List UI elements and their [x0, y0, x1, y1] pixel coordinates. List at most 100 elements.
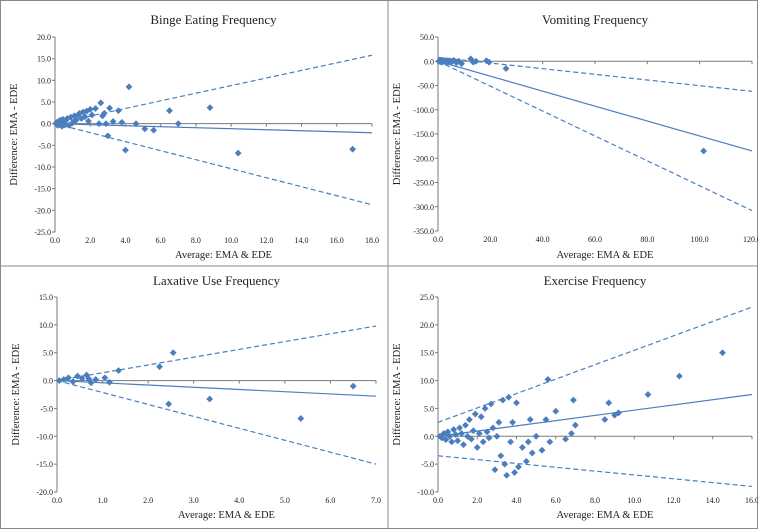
x-tick-label: 12.0 — [259, 236, 273, 245]
data-point — [605, 399, 613, 407]
y-tick-label: -15.0 — [34, 185, 51, 194]
data-point — [132, 120, 140, 128]
data-point — [69, 378, 77, 386]
data-point — [465, 416, 473, 424]
data-point — [538, 446, 546, 454]
data-point — [491, 466, 499, 474]
x-tick-label: 80.0 — [640, 235, 654, 244]
data-point — [169, 349, 177, 357]
data-point — [513, 399, 520, 407]
data-point — [150, 126, 158, 134]
data-point — [644, 391, 652, 398]
upper-limit-line — [57, 325, 377, 382]
y-tick-label: 5.0 — [43, 349, 53, 358]
y-tick-label: 5.0 — [424, 404, 434, 413]
data-point — [104, 132, 112, 140]
data-point — [87, 379, 95, 387]
data-point — [72, 116, 80, 124]
x-tick-label: 0.0 — [52, 496, 62, 505]
data-point — [507, 438, 515, 446]
data-point — [511, 469, 519, 476]
y-axis-title: Difference: EMA - EDE — [392, 343, 403, 445]
x-tick-label: 0.0 — [433, 496, 443, 505]
x-tick-label: 10.0 — [224, 236, 238, 245]
x-tick-label: 20.0 — [483, 235, 497, 244]
y-tick-label: -50.0 — [417, 82, 434, 91]
data-point — [487, 400, 495, 408]
chart-title: Binge Eating Frequency — [150, 12, 277, 27]
x-tick-label: 4.0 — [120, 236, 130, 245]
x-tick-label: 4.0 — [234, 496, 244, 505]
x-tick-label: 14.0 — [706, 496, 720, 505]
chart-title: Vomiting Frequency — [542, 12, 649, 27]
data-point — [105, 378, 113, 386]
data-point — [452, 431, 460, 439]
lower-limit-line — [438, 455, 753, 488]
data-point — [156, 363, 164, 371]
data-point — [477, 413, 485, 421]
data-point — [473, 443, 481, 451]
data-point — [495, 418, 503, 426]
x-tick-label: 16.0 — [330, 236, 344, 245]
y-tick-label: -200.0 — [413, 154, 434, 163]
data-point — [501, 460, 509, 468]
data-point — [349, 145, 357, 153]
data-point — [522, 457, 530, 465]
data-point — [514, 463, 522, 471]
y-tick-label: 20.0 — [37, 33, 51, 42]
data-point — [349, 382, 357, 390]
data-point — [95, 120, 103, 128]
data-point — [92, 105, 99, 112]
data-point — [101, 374, 109, 382]
x-tick-label: 1.0 — [98, 496, 108, 505]
y-tick-label: -25.0 — [34, 228, 51, 237]
lines-group — [438, 306, 753, 488]
y-tick-label: -20.0 — [34, 206, 51, 215]
data-point — [524, 438, 532, 446]
data-point — [471, 410, 479, 418]
data-point — [700, 147, 708, 155]
x-axis-title: Average: EMA & EDE — [557, 510, 654, 521]
data-point — [458, 430, 466, 437]
data-point — [97, 99, 105, 107]
x-tick-label: 40.0 — [536, 235, 550, 244]
chart-title: Laxative Use Frequency — [153, 273, 281, 288]
y-tick-label: 15.0 — [420, 349, 434, 358]
x-tick-label: 6.0 — [551, 496, 561, 505]
y-tick-label: 5.0 — [41, 98, 51, 107]
y-axis-title: Difference: EMA - EDE — [9, 83, 20, 185]
x-tick-label: 120.0 — [743, 235, 758, 244]
data-point — [493, 432, 501, 440]
data-point — [81, 113, 89, 121]
y-tick-label: 10.0 — [420, 377, 434, 386]
data-point — [497, 452, 505, 460]
chart-laxative-use: Laxative Use Frequency 15.0 10.0 5.0 0.0 -5.0… — [11, 273, 381, 521]
data-point — [100, 109, 108, 117]
data-point — [74, 372, 81, 380]
y-tick-label: 0.0 — [41, 120, 51, 129]
x-tick-label: 14.0 — [295, 236, 309, 245]
data-point — [461, 421, 469, 429]
data-point — [297, 414, 305, 422]
data-point — [518, 443, 526, 451]
x-tick-label: 100.0 — [691, 235, 709, 244]
data-point — [174, 120, 182, 128]
y-tick-label: 25.0 — [420, 293, 434, 302]
data-point — [489, 424, 497, 432]
x-tick-label: 2.0 — [143, 496, 153, 505]
y-tick-label: 15.0 — [37, 55, 51, 64]
data-point — [542, 416, 550, 424]
x-tick-label: 6.0 — [325, 496, 335, 505]
data-point — [509, 418, 517, 426]
chart-title: Exercise Frequency — [544, 273, 647, 288]
x-tick-label: 6.0 — [156, 236, 166, 245]
y-tick-label: 50.0 — [420, 33, 434, 42]
y-tick-label: 20.0 — [420, 321, 434, 330]
y-tick-label: -300.0 — [413, 203, 434, 212]
data-point — [88, 111, 96, 119]
data-point — [442, 436, 450, 444]
data-point — [528, 449, 536, 457]
chart-vomiting: Vomiting Frequency 50.0 0.0 -50.0 -100.0 -150… — [392, 12, 758, 261]
y-tick-label: -10.0 — [417, 488, 434, 497]
x-tick-label: 8.0 — [191, 236, 201, 245]
